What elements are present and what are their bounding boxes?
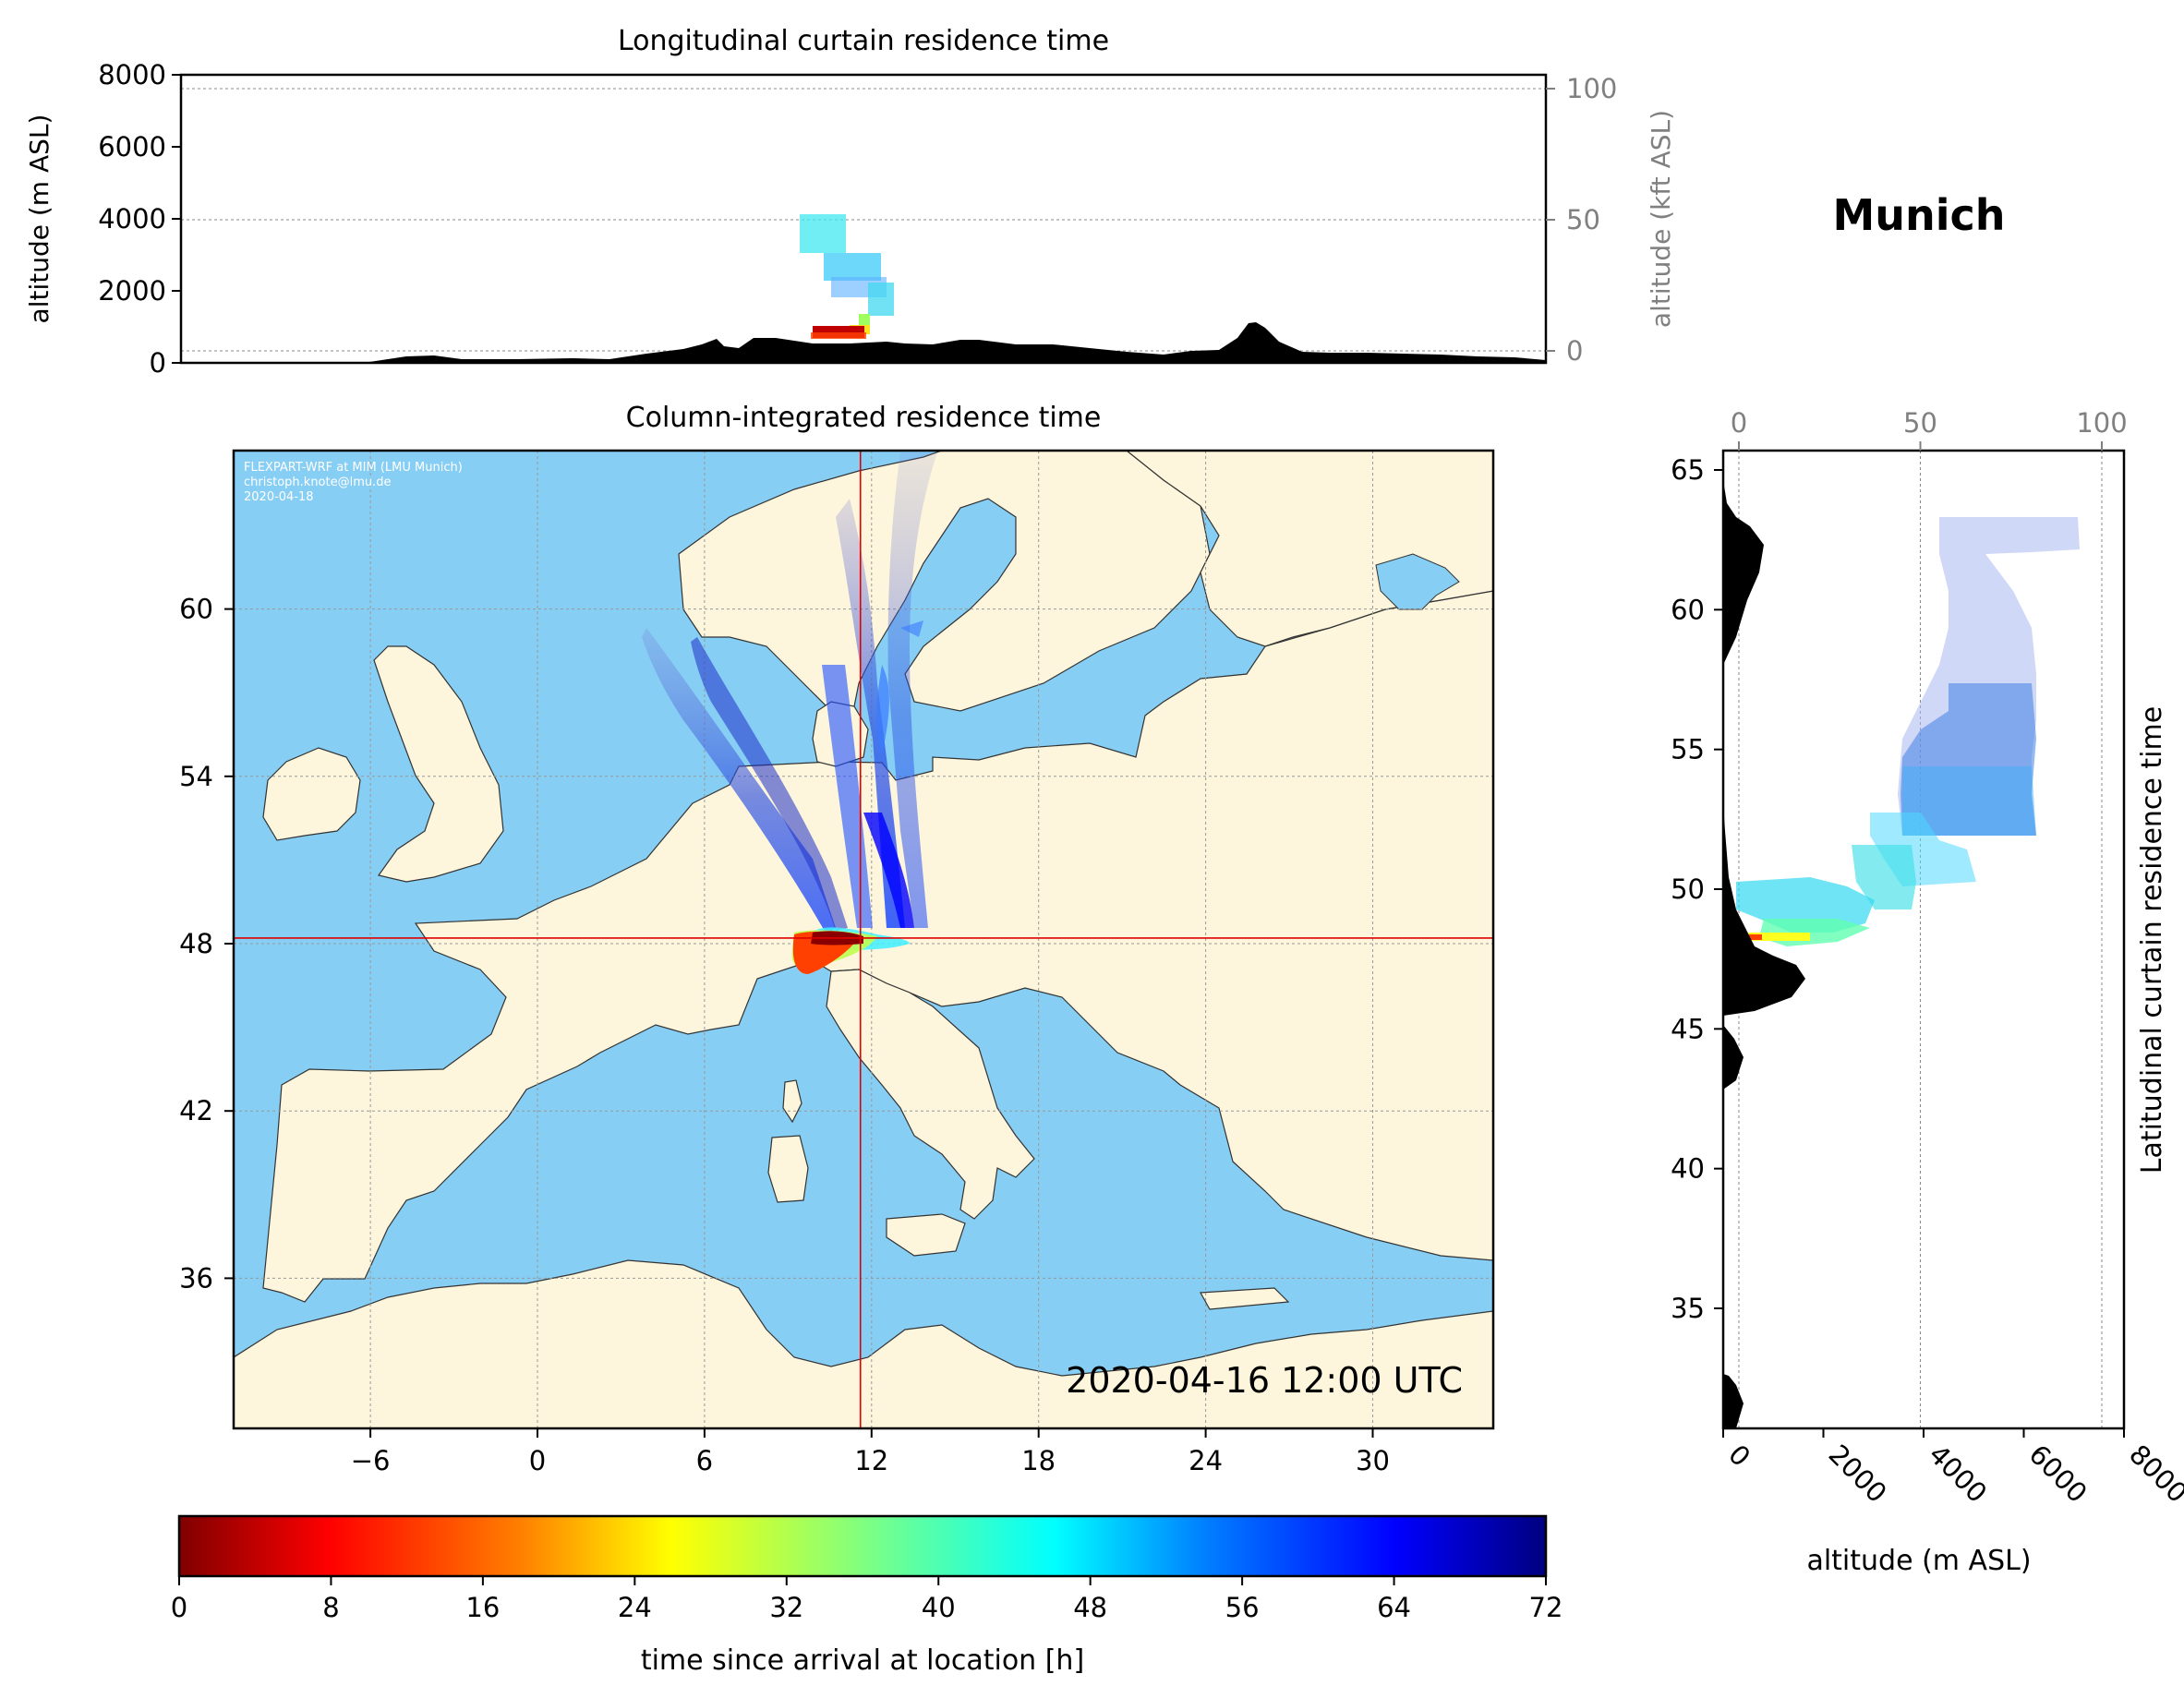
- colorbar-gradient: [177, 1514, 1548, 1578]
- latitudinal-kft-tick-label: 50: [1903, 407, 1937, 439]
- longitudinal-ytick-label: 0: [150, 347, 166, 379]
- colorbar-tick-label: 0: [171, 1592, 187, 1623]
- map-gridlines: [234, 451, 1493, 1428]
- latitudinal-ytick-label: 50: [1671, 873, 1705, 905]
- latitudinal-ytick-label: 35: [1671, 1293, 1705, 1324]
- longitudinal-yaxis-right-ticks: 0 50 100: [1546, 73, 1617, 367]
- longitudinal-terrain: [181, 322, 1546, 363]
- latitudinal-kft-ticks: 0 50 100: [1731, 407, 2128, 451]
- crete: [1200, 1287, 1290, 1310]
- latitudinal-xtick-label: 6000: [2023, 1439, 2094, 1509]
- map-xtick-label: 30: [1356, 1445, 1390, 1476]
- longitudinal-ytick-right-label: 50: [1566, 204, 1600, 235]
- map-ytick-label: 54: [179, 761, 213, 792]
- colorbar-tick-label: 72: [1529, 1592, 1563, 1623]
- longitudinal-ylabel-right: altitude (kft ASL): [1646, 110, 1676, 328]
- latitudinal-xtick-label: 4000: [1923, 1439, 1993, 1509]
- latitudinal-ytick-label: 65: [1671, 454, 1705, 486]
- ireland: [262, 747, 361, 841]
- latitudinal-xtick-label: 8000: [2123, 1439, 2184, 1509]
- latitudinal-terrain: [1723, 451, 1805, 1428]
- latitudinal-title: Latitudinal curtain residence time: [2136, 706, 2168, 1174]
- longitudinal-ytick-label: 2000: [98, 275, 166, 307]
- map-xtick-label: 18: [1021, 1445, 1056, 1476]
- longitudinal-yaxis-ticks: 0 2000 4000 6000 8000: [98, 59, 181, 379]
- latitudinal-lat-ticks: 35 40 45 50 55 60 65: [1671, 454, 1723, 1324]
- longitudinal-title: Longitudinal curtain residence time: [618, 25, 1109, 57]
- longitudinal-gridlines: [181, 88, 1546, 352]
- latitudinal-altitude-ticks: 0 2000 4000 6000 8000: [1722, 1428, 2184, 1509]
- north-africa: [234, 1259, 1493, 1428]
- timestamp: 2020-04-16 12:00 UTC: [1066, 1360, 1463, 1401]
- latitudinal-ytick-label: 60: [1671, 594, 1705, 625]
- latitudinal-ytick-label: 55: [1671, 734, 1705, 765]
- colorbar-tick-label: 48: [1073, 1592, 1107, 1623]
- longitudinal-ytick-label: 8000: [98, 59, 166, 90]
- colorbar-tick-label: 64: [1377, 1592, 1411, 1623]
- colorbar: 0 8 16 24 32 40 48 56 64 72 time since arrival at…: [171, 1514, 1563, 1677]
- longitudinal-ytick-right-label: 0: [1566, 335, 1583, 367]
- corsica: [782, 1079, 802, 1124]
- map-longitude-ticks: −6 0 6 12 18 24 30: [351, 1428, 1390, 1476]
- longitudinal-ylabel: altitude (m ASL): [24, 114, 54, 324]
- colorbar-tick-label: 24: [618, 1592, 652, 1623]
- colorbar-tick-label: 40: [922, 1592, 956, 1623]
- colorbar-tick-label: 8: [322, 1592, 339, 1623]
- map-ytick-label: 36: [179, 1262, 213, 1294]
- colorbar-tick-label: 16: [465, 1592, 500, 1623]
- map-latitude-ticks: 36 42 48 54 60: [179, 594, 234, 1294]
- map-xtick-label: 24: [1189, 1445, 1223, 1476]
- lake-ladoga: [1375, 553, 1460, 610]
- colorbar-tick-label: 56: [1225, 1592, 1260, 1623]
- latitudinal-residence-field: [1736, 517, 2080, 946]
- sicily: [886, 1213, 966, 1257]
- map-ytick-label: 42: [179, 1095, 213, 1126]
- italy: [826, 969, 1035, 1220]
- map-xtick-label: 0: [529, 1445, 546, 1476]
- latitudinal-xtick-label: 0: [1722, 1439, 1756, 1473]
- map-ytick-label: 48: [179, 928, 213, 959]
- colorbar-tick-label: 32: [769, 1592, 803, 1623]
- credit-line-1: FLEXPART-WRF at MIM (LMU Munich): [244, 461, 463, 475]
- credit-line-2: christoph.knote@lmu.de: [244, 476, 392, 489]
- latitudinal-xlabel: altitude (m ASL): [1806, 1545, 2031, 1577]
- longitudinal-curtain-panel: Longitudinal curtain residence time alti…: [24, 25, 1676, 379]
- map-xtick-label: 6: [696, 1445, 713, 1476]
- longitudinal-ytick-label: 4000: [98, 203, 166, 235]
- longitudinal-residence-field: [800, 214, 894, 339]
- map-ytick-label: 60: [179, 594, 213, 625]
- latitudinal-ytick-label: 40: [1671, 1153, 1705, 1185]
- sardinia: [767, 1135, 809, 1203]
- great-britain: [373, 645, 504, 883]
- colorbar-ticks: 0 8 16 24 32 40 48 56 64 72: [171, 1576, 1563, 1623]
- map-xtick-label: 12: [854, 1445, 888, 1476]
- map-xtick-label: −6: [351, 1445, 391, 1476]
- longitudinal-ytick-right-label: 100: [1566, 73, 1617, 104]
- latitudinal-xtick-label: 2000: [1823, 1439, 1893, 1509]
- column-integrated-panel: Column-integrated residence time: [179, 402, 1495, 1476]
- map-title: Column-integrated residence time: [626, 402, 1102, 434]
- colorbar-label: time since arrival at location [h]: [641, 1644, 1084, 1677]
- latitudinal-kft-tick-label: 0: [1731, 407, 1747, 439]
- credit-line-3: 2020-04-18: [244, 490, 314, 504]
- latitudinal-ytick-label: 45: [1671, 1013, 1705, 1044]
- location-title: Munich: [1832, 190, 2005, 240]
- latitudinal-kft-tick-label: 100: [2076, 407, 2127, 439]
- longitudinal-ytick-label: 6000: [98, 131, 166, 163]
